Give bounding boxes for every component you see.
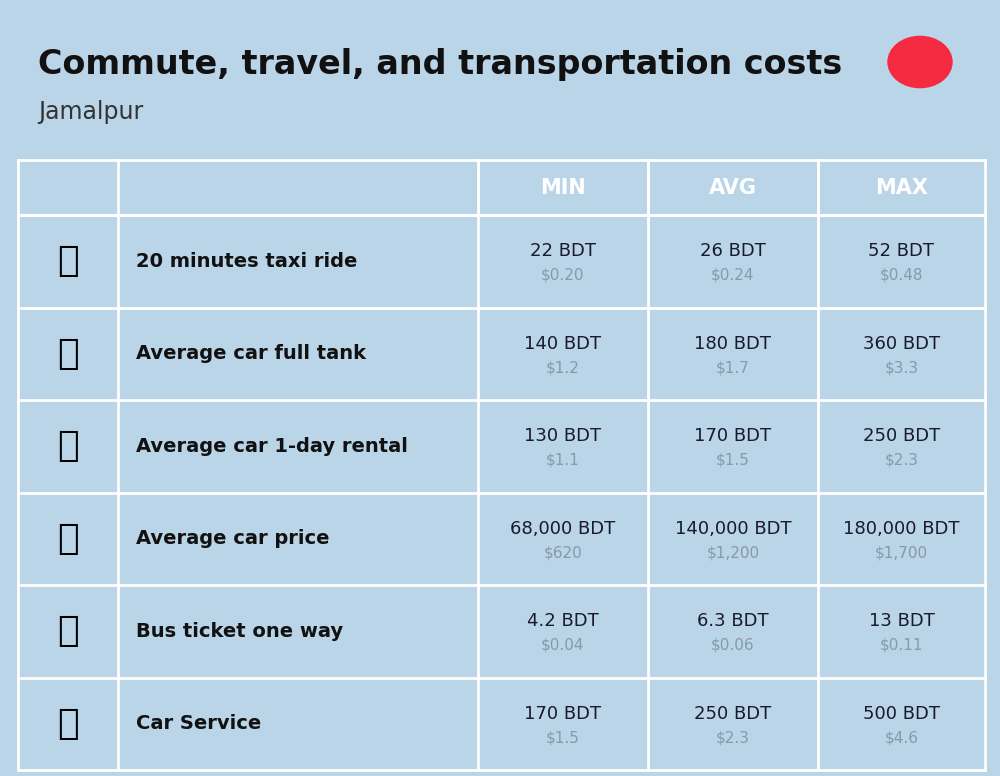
Text: $1,200: $1,200 bbox=[706, 546, 760, 560]
Text: $1.1: $1.1 bbox=[546, 452, 580, 468]
Text: 🚗: 🚗 bbox=[57, 707, 79, 741]
Text: $1.5: $1.5 bbox=[716, 452, 750, 468]
Text: 6.3 BDT: 6.3 BDT bbox=[697, 612, 769, 630]
Text: 68,000 BDT: 68,000 BDT bbox=[510, 520, 616, 538]
Text: ⛽: ⛽ bbox=[57, 337, 79, 371]
Text: 140,000 BDT: 140,000 BDT bbox=[675, 520, 791, 538]
Text: $1.2: $1.2 bbox=[546, 360, 580, 376]
Text: 170 BDT: 170 BDT bbox=[524, 705, 602, 722]
Text: Average car 1-day rental: Average car 1-day rental bbox=[136, 437, 408, 456]
Text: 180,000 BDT: 180,000 BDT bbox=[843, 520, 960, 538]
Text: 180 BDT: 180 BDT bbox=[694, 334, 772, 353]
Text: 13 BDT: 13 BDT bbox=[869, 612, 934, 630]
Text: 250 BDT: 250 BDT bbox=[694, 705, 772, 722]
Text: $1,700: $1,700 bbox=[875, 546, 928, 560]
Text: $0.48: $0.48 bbox=[880, 268, 923, 282]
Text: 20 minutes taxi ride: 20 minutes taxi ride bbox=[136, 251, 357, 271]
Text: $3.3: $3.3 bbox=[884, 360, 919, 376]
Text: 52 BDT: 52 BDT bbox=[868, 242, 934, 260]
Text: 170 BDT: 170 BDT bbox=[694, 428, 772, 445]
Text: 250 BDT: 250 BDT bbox=[863, 428, 940, 445]
Text: 4.2 BDT: 4.2 BDT bbox=[527, 612, 599, 630]
Text: 140 BDT: 140 BDT bbox=[524, 334, 602, 353]
Text: Average car price: Average car price bbox=[136, 529, 330, 549]
Text: 22 BDT: 22 BDT bbox=[530, 242, 596, 260]
Text: $0.11: $0.11 bbox=[880, 638, 923, 653]
Text: 500 BDT: 500 BDT bbox=[863, 705, 940, 722]
Circle shape bbox=[888, 36, 952, 88]
Text: $1.7: $1.7 bbox=[716, 360, 750, 376]
Text: $0.20: $0.20 bbox=[541, 268, 585, 282]
Text: $0.24: $0.24 bbox=[711, 268, 755, 282]
Text: Jamalpur: Jamalpur bbox=[38, 100, 143, 124]
Text: $0.06: $0.06 bbox=[711, 638, 755, 653]
Text: $1.5: $1.5 bbox=[546, 730, 580, 745]
Text: $0.04: $0.04 bbox=[541, 638, 585, 653]
Text: 26 BDT: 26 BDT bbox=[700, 242, 766, 260]
Text: Car Service: Car Service bbox=[136, 714, 261, 733]
Text: $4.6: $4.6 bbox=[885, 730, 918, 745]
Text: 🚗: 🚗 bbox=[57, 521, 79, 556]
Text: MAX: MAX bbox=[875, 178, 928, 198]
Text: 🚕: 🚕 bbox=[57, 244, 79, 279]
Text: $2.3: $2.3 bbox=[716, 730, 750, 745]
Text: 🚙: 🚙 bbox=[57, 429, 79, 463]
Text: MIN: MIN bbox=[540, 178, 586, 198]
Text: $620: $620 bbox=[544, 546, 582, 560]
Text: Average car full tank: Average car full tank bbox=[136, 345, 366, 363]
Text: AVG: AVG bbox=[709, 178, 757, 198]
Text: Bus ticket one way: Bus ticket one way bbox=[136, 622, 343, 641]
Text: 130 BDT: 130 BDT bbox=[524, 428, 602, 445]
Text: 360 BDT: 360 BDT bbox=[863, 334, 940, 353]
Text: 🚌: 🚌 bbox=[57, 615, 79, 648]
Text: $2.3: $2.3 bbox=[885, 452, 918, 468]
Text: Commute, travel, and transportation costs: Commute, travel, and transportation cost… bbox=[38, 48, 842, 81]
